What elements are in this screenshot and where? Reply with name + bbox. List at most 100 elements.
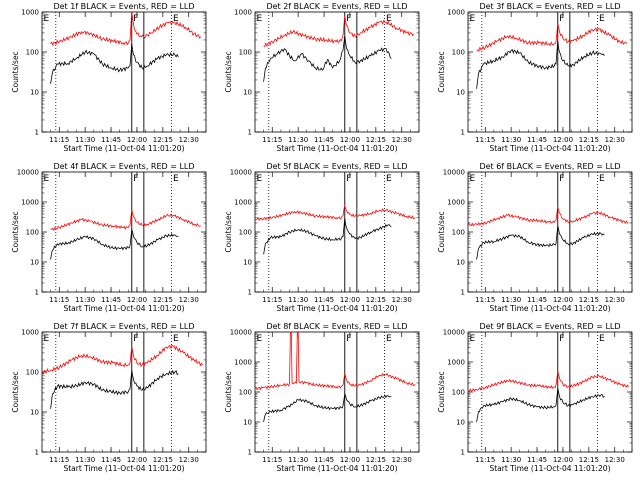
- interval-marker: E: [173, 334, 179, 344]
- y-tick-label: 10: [243, 89, 252, 97]
- x-axis-label: Start Time (11-Oct-04 11:01:20): [489, 304, 610, 313]
- y-tick-label: 10000: [443, 169, 465, 177]
- interval-marker: E: [599, 334, 605, 344]
- x-tick-label: 11:30: [288, 136, 308, 144]
- y-tick-label: 100: [26, 369, 39, 377]
- y-tick-label: 10: [30, 89, 39, 97]
- y-tick-label: 1000: [21, 329, 39, 337]
- x-tick-label: 11:15: [475, 456, 495, 464]
- x-tick-label: 11:45: [527, 456, 547, 464]
- y-tick-label: 1: [248, 289, 252, 297]
- series-events-line: [50, 369, 179, 409]
- y-axis-label: Counts/sec: [11, 371, 20, 412]
- x-tick-label: 11:45: [314, 456, 334, 464]
- panel-2: Det 2f BLACK = Events, RED = LLD 1 10 100 10…: [224, 2, 420, 153]
- x-tick-label: 11:30: [501, 296, 521, 304]
- x-tick-label: 12:15: [366, 456, 386, 464]
- y-tick-label: 10: [456, 419, 465, 427]
- series-lld-line: [467, 206, 629, 227]
- interval-marker: F: [133, 14, 138, 24]
- x-tick-label: 11:15: [262, 456, 282, 464]
- x-tick-label: 12:15: [366, 296, 386, 304]
- x-axis-label: Start Time (11-Oct-04 11:01:20): [63, 304, 184, 313]
- x-tick-label: 12:30: [179, 296, 199, 304]
- y-tick-label: 100: [452, 229, 465, 237]
- interval-marker: E: [44, 14, 50, 24]
- x-tick-label: 12:15: [153, 296, 173, 304]
- y-tick-label: 100: [239, 49, 252, 57]
- y-tick-label: 10: [30, 409, 39, 417]
- interval-marker: E: [257, 174, 263, 184]
- panel-8: Det 8f BLACK = Events, RED = LLD 1 10 100 10…: [224, 322, 420, 473]
- series-events-line: [263, 392, 392, 423]
- x-tick-label: 12:00: [340, 136, 360, 144]
- interval-marker: F: [346, 174, 351, 184]
- interval-marker: E: [386, 334, 392, 344]
- x-tick-label: 12:00: [127, 296, 147, 304]
- x-tick-label: 12:15: [579, 456, 599, 464]
- x-tick-label: 12:00: [553, 136, 573, 144]
- y-axis-label: Counts/sec: [437, 371, 446, 412]
- x-tick-label: 11:30: [501, 456, 521, 464]
- interval-marker: F: [133, 334, 138, 344]
- panel-1: Det 1f BLACK = Events, RED = LLD 1 10 100 10…: [11, 2, 207, 153]
- interval-marker: F: [346, 14, 351, 24]
- series-events-line: [476, 40, 605, 89]
- y-tick-label: 1000: [21, 9, 39, 17]
- panel-title: Det 5f BLACK = Events, RED = LLD: [266, 162, 407, 171]
- plot-frame: [41, 11, 207, 133]
- x-tick-label: 11:15: [49, 296, 69, 304]
- y-tick-label: 10000: [17, 169, 39, 177]
- interval-marker: E: [599, 174, 605, 184]
- y-tick-label: 1: [35, 129, 39, 137]
- interval-marker: E: [173, 14, 179, 24]
- series-lld-line: [50, 209, 201, 232]
- x-tick-label: 12:30: [179, 456, 199, 464]
- plot-frame: [254, 171, 420, 293]
- plot-frame: [467, 11, 633, 133]
- x-tick-label: 12:00: [553, 296, 573, 304]
- x-tick-label: 12:30: [605, 136, 625, 144]
- series-lld-line: [50, 11, 202, 47]
- x-tick-label: 12:15: [579, 296, 599, 304]
- x-tick-label: 11:45: [527, 296, 547, 304]
- x-tick-label: 11:45: [314, 296, 334, 304]
- interval-marker: F: [133, 174, 138, 184]
- y-axis-label: Counts/sec: [11, 211, 20, 252]
- x-tick-label: 11:30: [75, 456, 95, 464]
- interval-marker: F: [559, 14, 564, 24]
- series-events-line: [50, 229, 179, 260]
- panel-6: Det 6f BLACK = Events, RED = LLD 1 10 100 10…: [437, 162, 633, 313]
- interval-marker: E: [470, 334, 476, 344]
- x-tick-label: 11:30: [288, 296, 308, 304]
- x-tick-label: 12:30: [179, 136, 199, 144]
- y-axis-label: Counts/sec: [437, 51, 446, 92]
- x-axis-label: Start Time (11-Oct-04 11:01:20): [276, 464, 397, 473]
- y-tick-label: 1000: [447, 9, 465, 17]
- y-tick-label: 100: [239, 389, 252, 397]
- y-tick-label: 10: [456, 259, 465, 267]
- interval-marker: E: [386, 14, 392, 24]
- plot-frame: [467, 171, 633, 293]
- y-tick-label: 1: [35, 449, 39, 457]
- x-tick-label: 12:15: [579, 136, 599, 144]
- x-tick-label: 11:45: [101, 136, 121, 144]
- interval-marker: E: [44, 174, 50, 184]
- x-axis-label: Start Time (11-Oct-04 11:01:20): [276, 144, 397, 153]
- x-tick-label: 12:00: [553, 456, 573, 464]
- x-tick-label: 12:15: [366, 136, 386, 144]
- x-tick-label: 12:00: [127, 136, 147, 144]
- y-tick-label: 1000: [234, 9, 252, 17]
- x-tick-label: 11:15: [262, 296, 282, 304]
- plot-frame: [467, 331, 633, 453]
- x-axis-label: Start Time (11-Oct-04 11:01:20): [63, 464, 184, 473]
- y-axis-label: Counts/sec: [224, 211, 233, 252]
- y-tick-label: 1000: [447, 359, 465, 367]
- x-tick-label: 12:30: [392, 136, 412, 144]
- x-axis-label: Start Time (11-Oct-04 11:01:20): [276, 304, 397, 313]
- x-tick-label: 11:15: [49, 136, 69, 144]
- plot-frame: [254, 11, 420, 133]
- y-tick-label: 100: [239, 229, 252, 237]
- interval-marker: E: [470, 174, 476, 184]
